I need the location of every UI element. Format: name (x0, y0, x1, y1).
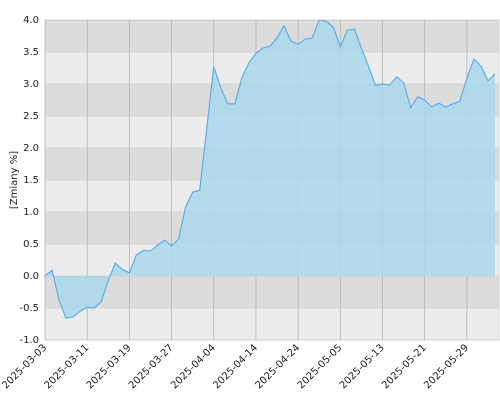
y-tick-label: -1.0 (19, 335, 39, 346)
y-tick-label: 2.5 (23, 111, 39, 122)
x-tick-label: 2025-05-29 (422, 342, 471, 391)
grid-band (45, 308, 499, 340)
y-tick-label: 2.0 (23, 143, 39, 154)
y-tick-label: 3.0 (23, 79, 39, 90)
y-tick-label: 0.0 (23, 271, 39, 282)
y-tick-label: 1.0 (23, 207, 39, 218)
line (44, 19, 496, 319)
y-tick-label: 4.0 (23, 15, 39, 26)
y-axis-label: [Zmiany %] (9, 151, 20, 209)
y-tick-label: 3.5 (23, 47, 39, 58)
plot-border (44, 19, 500, 341)
grid-band (45, 276, 499, 308)
y-tick-label: -0.5 (19, 303, 39, 314)
area (45, 20, 495, 319)
y-tick-label: 1.5 (23, 175, 39, 186)
y-tick-label: 0.5 (23, 239, 39, 250)
